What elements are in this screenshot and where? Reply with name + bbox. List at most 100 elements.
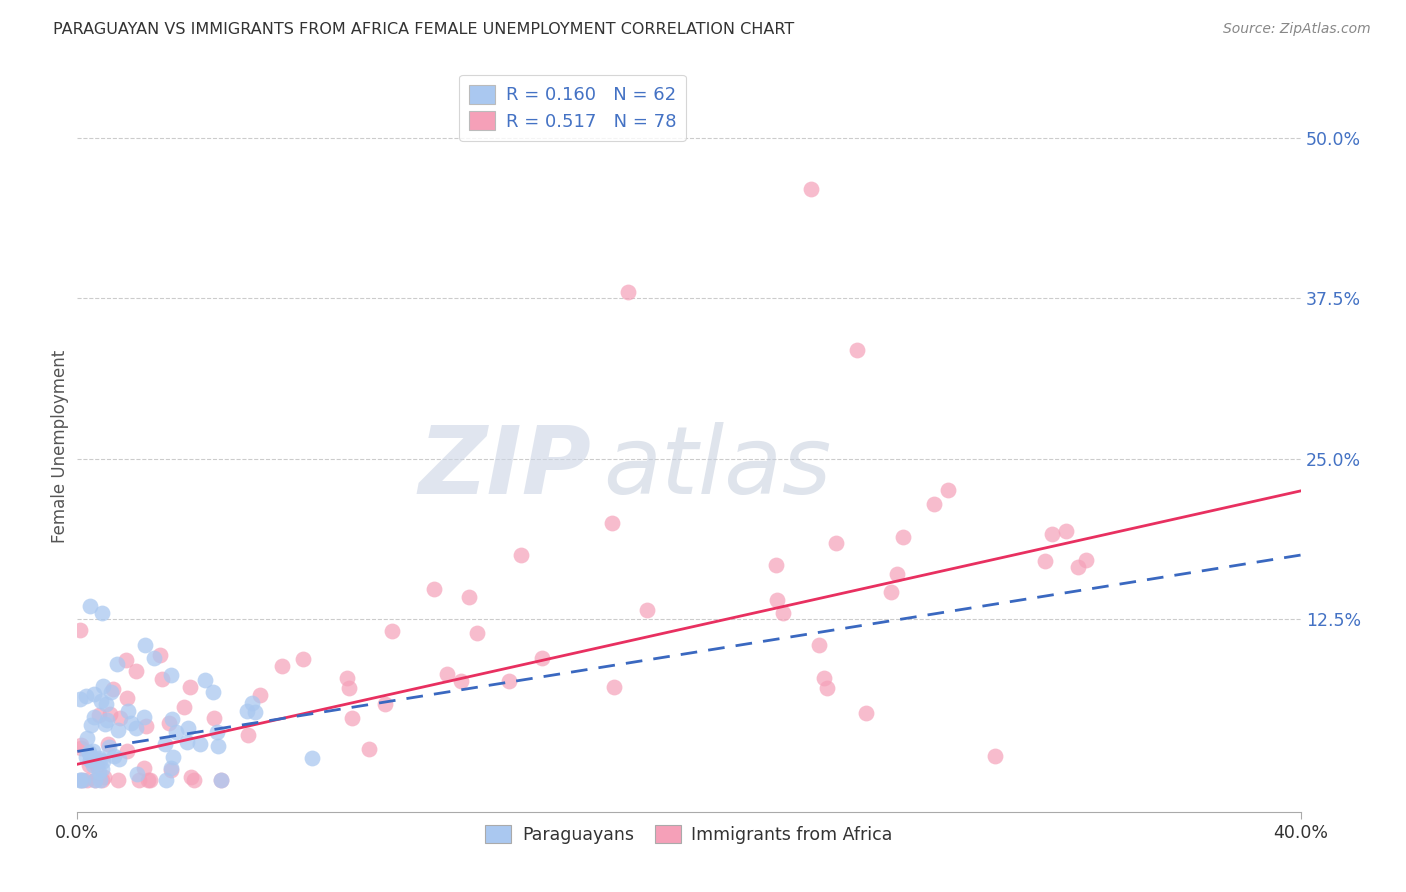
Point (381, 624, 404, 638)
Point (183, 772, 205, 787)
Point (75, 689, 97, 703)
Point (83, 752, 105, 766)
Point (77, 746, 100, 760)
Point (89, 708, 111, 723)
Point (100, 685, 122, 699)
Point (202, 711, 225, 725)
Point (149, 648, 172, 662)
Point (855, 706, 877, 721)
Point (91, 754, 114, 768)
Point (188, 737, 211, 751)
Point (155, 737, 177, 751)
Point (245, 705, 267, 719)
Point (93, 770, 115, 784)
Point (617, 285, 640, 299)
Point (530, 650, 553, 665)
Point (72, 772, 94, 787)
Point (75, 750, 97, 764)
Point (465, 626, 488, 640)
Point (69, 623, 91, 637)
Point (103, 748, 125, 763)
Point (134, 638, 156, 652)
Point (77, 745, 100, 759)
Point (108, 710, 131, 724)
Point (120, 716, 142, 731)
Point (70, 739, 93, 753)
Point (1035, 554, 1057, 568)
Legend: Paraguayans, Immigrants from Africa: Paraguayans, Immigrants from Africa (478, 818, 900, 851)
Point (79, 753, 101, 767)
Point (107, 723, 129, 737)
Point (160, 760, 183, 774)
Point (766, 592, 789, 607)
Point (800, 182, 823, 196)
Point (936, 483, 959, 498)
Point (194, 673, 217, 687)
Point (157, 715, 180, 730)
Point (922, 497, 945, 511)
Point (86, 758, 108, 772)
Point (97, 739, 120, 754)
Text: atlas: atlas (603, 423, 831, 514)
Point (337, 681, 360, 695)
Point (77, 758, 100, 772)
Point (94, 697, 117, 711)
Point (82, 744, 104, 758)
Point (91, 679, 114, 693)
Point (142, 650, 165, 665)
Point (152, 672, 174, 686)
Point (765, 558, 787, 572)
Point (359, 741, 381, 756)
Point (423, 582, 446, 596)
Point (342, 710, 364, 724)
Point (292, 651, 315, 665)
Point (236, 728, 259, 742)
Point (335, 671, 357, 685)
Point (89, 753, 111, 767)
Point (70, 772, 93, 787)
Point (772, 606, 794, 620)
Point (1040, 527, 1063, 541)
Point (107, 772, 129, 787)
Point (80, 718, 103, 732)
Point (813, 671, 835, 685)
Point (90, 694, 112, 708)
Point (105, 657, 128, 671)
Point (93, 716, 115, 731)
Text: PARAGUAYAN VS IMMIGRANTS FROM AFRICA FEMALE UNEMPLOYMENT CORRELATION CHART: PARAGUAYAN VS IMMIGRANTS FROM AFRICA FEM… (53, 22, 794, 37)
Point (165, 724, 187, 739)
Point (83, 710, 105, 724)
Point (96, 714, 118, 728)
Point (1054, 524, 1077, 538)
Point (177, 721, 200, 735)
Point (132, 709, 155, 723)
Point (114, 653, 136, 667)
Point (270, 659, 292, 673)
Point (815, 681, 838, 695)
Point (124, 721, 146, 735)
Point (1067, 560, 1090, 574)
Point (134, 761, 156, 775)
Point (1076, 553, 1098, 567)
Point (89, 751, 111, 765)
Point (984, 749, 1007, 764)
Point (160, 763, 183, 777)
Point (76, 772, 98, 787)
Point (235, 704, 257, 718)
Point (498, 673, 520, 688)
Point (155, 772, 177, 787)
Point (180, 770, 202, 784)
Point (139, 772, 162, 787)
Point (603, 681, 626, 695)
Point (117, 704, 139, 718)
Point (201, 685, 224, 699)
Point (374, 697, 396, 711)
Point (173, 700, 195, 714)
Point (98, 707, 121, 722)
Point (90, 606, 112, 620)
Point (69, 692, 91, 706)
Point (886, 567, 908, 582)
Y-axis label: Female Unemployment: Female Unemployment (51, 350, 69, 542)
Point (70, 740, 93, 755)
Point (808, 638, 831, 652)
